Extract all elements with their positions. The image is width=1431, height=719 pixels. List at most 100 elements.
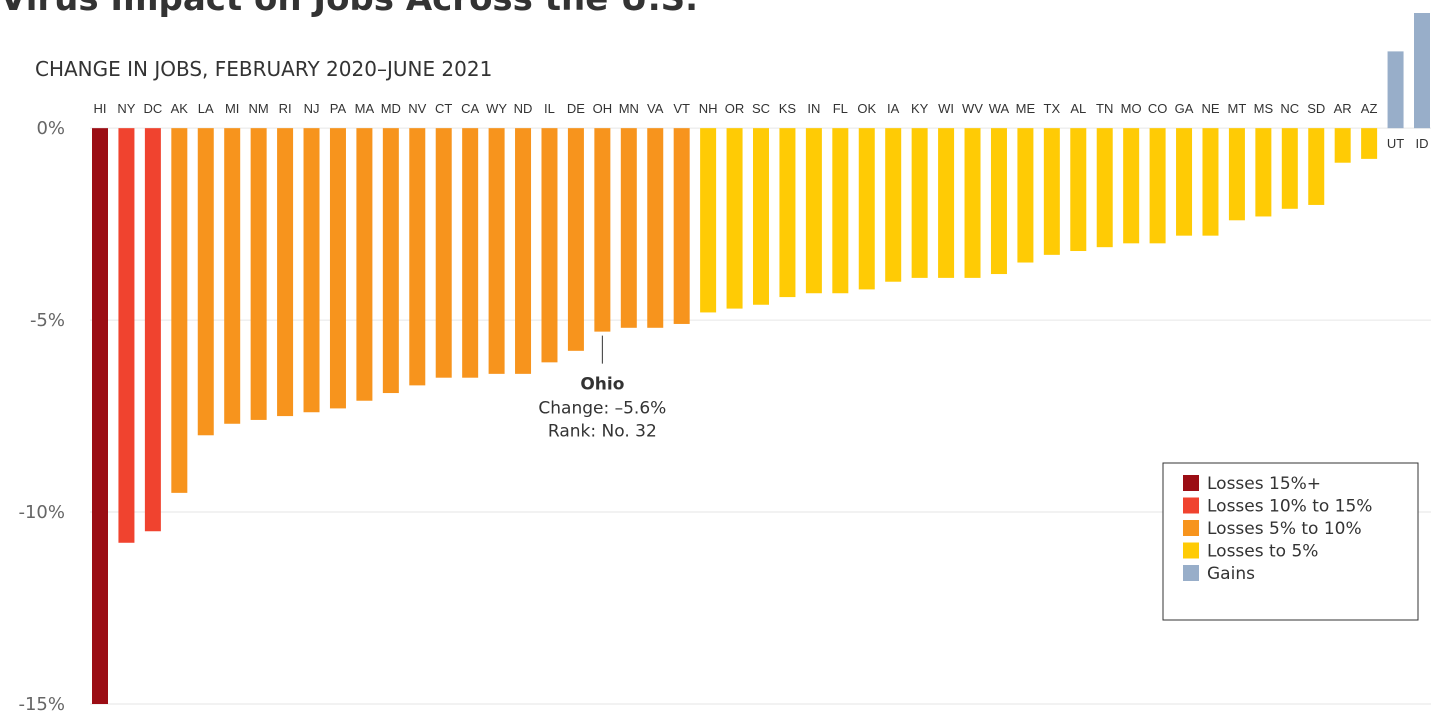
x-tick-label: IA [887,101,900,116]
x-tick-label: WA [989,101,1010,116]
x-tick-label: TN [1096,101,1113,116]
x-tick-label: WI [938,101,954,116]
x-tick-label: MI [225,101,239,116]
bar [832,128,849,294]
x-tick-label: NY [117,101,135,116]
bar [462,128,479,378]
x-tick-label: NC [1280,101,1299,116]
x-tick-label: NH [699,101,718,116]
bar [541,128,558,363]
bar [911,128,928,278]
x-tick-label: ID [1416,136,1429,151]
x-tick-label: IN [807,101,820,116]
y-tick-label: -10% [18,502,65,523]
x-tick-label: SD [1307,101,1325,116]
bar [647,128,664,328]
bar [567,128,584,351]
x-tick-label: NM [249,101,269,116]
x-tick-label: IL [544,101,555,116]
legend-label: Losses to 5% [1207,542,1318,562]
legend-label: Gains [1207,564,1255,584]
legend-swatch [1183,542,1199,559]
chart-title: Virus Impact on Jobs Across the U.S. [0,0,698,19]
annotation-text: Change: –5.6% [538,399,666,419]
bar [1334,128,1351,163]
legend-swatch [1183,497,1199,514]
bar [1361,128,1378,159]
x-tick-label: ME [1016,101,1036,116]
bar [144,128,161,532]
bar [1308,128,1325,205]
bar [92,128,108,704]
bar [885,128,902,282]
bar [1123,128,1140,244]
x-tick-label: KY [911,101,929,116]
x-tick-label: CA [461,101,479,116]
bar [1228,128,1245,221]
legend-swatch [1183,520,1199,536]
bar [171,128,188,493]
x-tick-label: ND [514,101,533,116]
bar [435,128,452,378]
legend-swatch [1183,565,1199,581]
bar [409,128,426,386]
x-tick-label: PA [330,101,347,116]
legend-label: Losses 5% to 10% [1207,519,1362,539]
x-tick-label: HI [94,101,107,116]
x-tick-label: SC [752,101,770,116]
bar [515,128,532,374]
x-tick-label: LA [198,101,214,116]
x-tick-label: MA [355,101,375,116]
bar [1281,128,1298,209]
bar [1017,128,1034,263]
chart-subtitle: CHANGE IN JOBS, FEBRUARY 2020–JUNE 2021 [35,57,492,81]
x-tick-label: AL [1070,101,1086,116]
bar [118,128,135,543]
bar [356,128,373,401]
x-tick-label: TX [1044,101,1061,116]
x-tick-label: AZ [1361,101,1378,116]
x-tick-label: NE [1201,101,1219,116]
annotation-text: Rank: No. 32 [548,422,657,442]
x-tick-label: GA [1175,101,1194,116]
y-tick-label: -15% [18,694,65,715]
x-tick-label: UT [1387,136,1404,151]
x-tick-label: WV [962,101,983,116]
x-tick-label: VA [647,101,664,116]
x-tick-label: RI [279,101,292,116]
x-tick-label: NV [408,101,426,116]
bar [726,128,743,309]
legend-swatch [1183,475,1199,491]
x-tick-label: AK [171,101,189,116]
x-tick-label: VT [673,101,690,116]
bar [1414,13,1430,129]
bar [382,128,399,394]
bar [594,128,611,332]
bar [1043,128,1060,255]
x-tick-label: DE [567,101,585,116]
bar [779,128,796,298]
bar [753,128,769,305]
bar [620,128,637,328]
bar [1149,128,1166,244]
x-tick-label: MO [1121,101,1142,116]
x-tick-label: MS [1254,101,1274,116]
bar [1387,51,1404,129]
bar [224,128,241,424]
annotation-title: Ohio [580,375,624,395]
bar [1176,128,1193,236]
bar [1255,128,1272,217]
bar [805,128,822,294]
bar [700,128,717,313]
x-tick-label: KS [779,101,797,116]
y-tick-label: -5% [30,310,65,331]
bar [858,128,875,290]
bar [1202,128,1219,236]
x-tick-label: AR [1334,101,1352,116]
bar [1070,128,1087,252]
legend-box [1162,462,1419,621]
bar [673,128,690,324]
bar [990,128,1007,275]
x-tick-label: NJ [304,101,320,116]
